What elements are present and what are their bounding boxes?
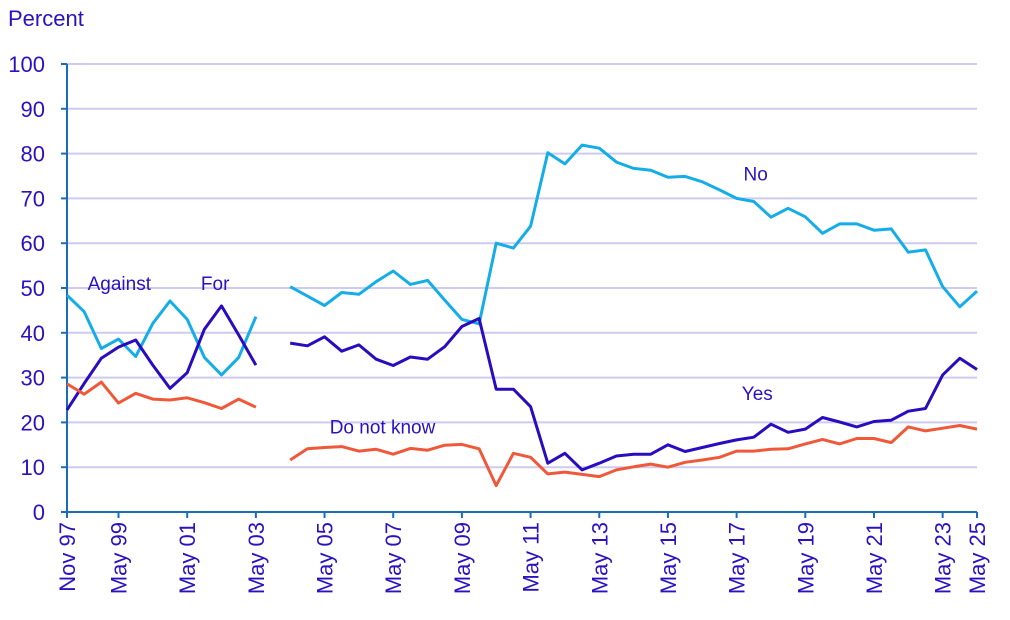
series-line-dark <box>289 317 978 472</box>
y-tick-label: 20 <box>21 410 45 435</box>
series-label: For <box>201 274 230 295</box>
x-tick-label: May 21 <box>862 522 887 594</box>
y-tick-label: 100 <box>8 52 45 77</box>
x-tick-label: May 23 <box>931 522 956 594</box>
x-tick-label: May 01 <box>175 522 200 594</box>
y-tick-label: 80 <box>21 142 45 167</box>
x-tick-label: May 03 <box>244 522 269 594</box>
y-tick-label: 10 <box>21 455 45 480</box>
y-tick-label: 0 <box>33 500 45 525</box>
y-tick-label: 30 <box>21 366 45 391</box>
x-tick-label: May 11 <box>519 522 544 593</box>
x-tick-label: May 15 <box>656 522 681 594</box>
y-tick-label: 90 <box>21 97 45 122</box>
y-axis-title: Percent <box>8 6 84 31</box>
x-axis: Nov 97 May 99 May 01 May 03 May 05 May 07 May … <box>55 511 990 594</box>
y-tick-label: 40 <box>21 321 45 346</box>
series-label: Against <box>88 274 152 295</box>
y-tick-label: 60 <box>21 231 45 256</box>
x-tick-label: May 19 <box>793 522 818 594</box>
y-tick-label: 70 <box>21 186 45 211</box>
x-tick-label: May 13 <box>587 522 612 594</box>
gridlines <box>67 63 977 469</box>
x-tick-label: Nov 97 <box>55 522 80 592</box>
series-line-dark <box>65 304 258 411</box>
series-label: No <box>743 164 767 185</box>
x-tick-label: May 07 <box>381 522 406 594</box>
series-label: Do not know <box>330 418 436 439</box>
y-axis: 0 10 20 30 40 50 60 70 80 90 100 <box>8 52 68 525</box>
series-lines <box>65 143 979 488</box>
x-tick-label: May 17 <box>725 522 750 594</box>
x-tick-label: May 05 <box>313 522 338 594</box>
y-tick-label: 50 <box>21 276 45 301</box>
x-tick-label: May 25 <box>965 522 990 594</box>
series-line-light <box>289 143 979 326</box>
series-line-light <box>65 294 258 377</box>
series-line-red <box>289 424 978 488</box>
x-tick-label: May 09 <box>450 522 475 594</box>
series-label: Yes <box>742 384 773 405</box>
series-line-red <box>66 380 257 410</box>
annotations: Against For No Yes Do not know <box>88 164 773 438</box>
x-tick-label: May 99 <box>107 522 132 594</box>
